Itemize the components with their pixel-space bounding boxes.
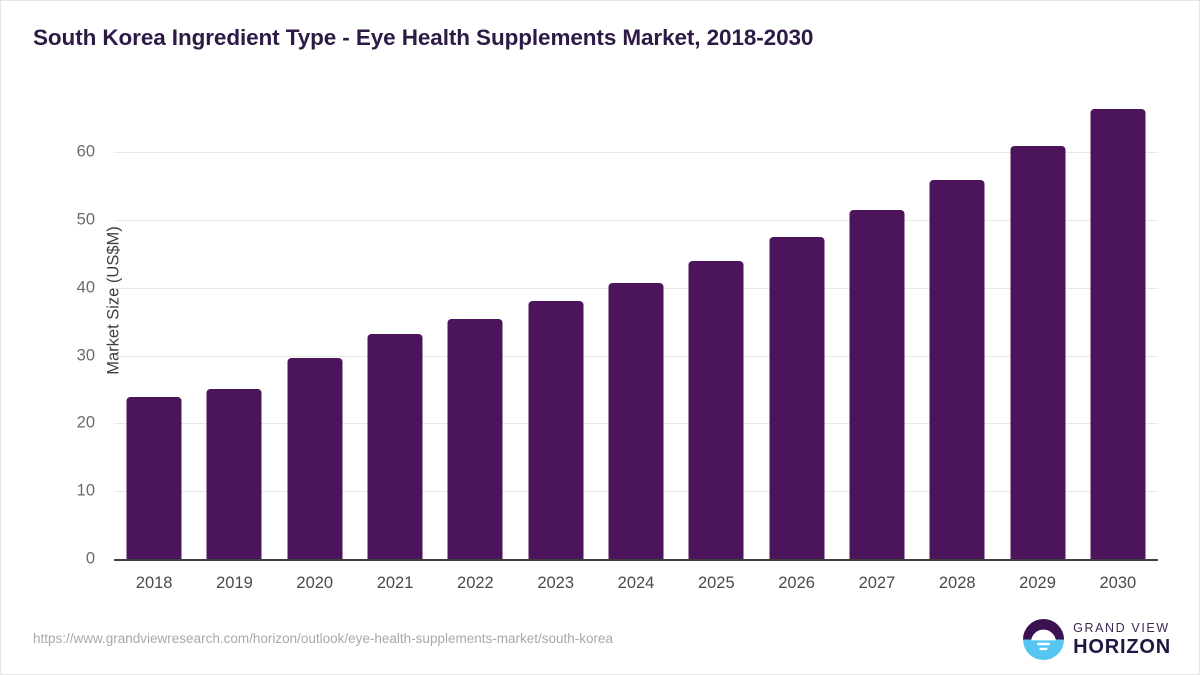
page-title: South Korea Ingredient Type - Eye Health… [33, 25, 814, 50]
bar-slot [435, 91, 515, 559]
bar-slot [837, 91, 917, 559]
plot-area [114, 91, 1158, 559]
x-axis-tick-label: 2022 [457, 574, 494, 592]
bar-2026[interactable] [769, 236, 825, 559]
bar-2019[interactable] [206, 388, 262, 559]
bar-2020[interactable] [287, 358, 343, 559]
x-axis-tick-label: 2020 [296, 574, 334, 592]
x-axis-tick-label: 2029 [1019, 574, 1056, 592]
bar-slot [917, 91, 997, 559]
bar-slot [516, 91, 596, 559]
bar-2022[interactable] [447, 318, 503, 559]
y-axis-tick-label: 20 [76, 413, 95, 432]
bar-slot [355, 91, 435, 559]
x-axis-tick-label: 2026 [778, 574, 815, 592]
x-axis-tick-label: 2018 [135, 574, 173, 592]
gridline [114, 152, 1158, 154]
bar-slot [596, 91, 676, 559]
bar-2021[interactable] [367, 333, 423, 559]
bar-slot [1078, 91, 1158, 559]
bar-slot [275, 91, 355, 559]
y-axis-tick-label: 10 [76, 481, 95, 500]
bar-slot [114, 91, 194, 559]
y-axis-tick-label: 40 [76, 278, 95, 297]
x-axis-line [114, 559, 1158, 561]
source-url[interactable]: https://www.grandviewresearch.com/horizo… [33, 631, 614, 646]
y-axis-tick-label: 30 [76, 346, 95, 365]
x-axis-tick-label: 2025 [697, 574, 735, 592]
logo-text-bottom: HORIZON [1073, 636, 1171, 659]
eye-logo-icon [1023, 619, 1065, 660]
bar-2018[interactable] [126, 396, 182, 559]
x-axis-tick-label: 2021 [376, 574, 414, 592]
x-axis-tick-label: 2019 [216, 574, 253, 592]
x-axis-tick-label: 2023 [537, 574, 575, 592]
bar-2024[interactable] [608, 282, 664, 559]
bar-2025[interactable] [688, 261, 744, 559]
bar-2028[interactable] [929, 179, 985, 559]
bar-slot [756, 91, 836, 559]
y-axis-tick-label: 50 [76, 210, 95, 229]
bar-slot [676, 91, 756, 559]
bar-2023[interactable] [528, 301, 584, 559]
y-axis-tick-label: 0 [85, 549, 95, 568]
y-axis-tick-label: 60 [76, 142, 95, 161]
x-axis-tick-label: 2028 [938, 574, 976, 592]
bar-slot [997, 91, 1077, 559]
x-axis-tick-label: 2027 [858, 574, 896, 592]
logo-text-top: GRAND VIEW [1073, 620, 1170, 635]
bar-2029[interactable] [1010, 145, 1066, 559]
bar-slot [194, 91, 274, 559]
x-axis-tick-label: 2024 [617, 574, 655, 592]
brand-logo[interactable]: GRAND VIEW HORIZON [1023, 619, 1171, 660]
bar-2030[interactable] [1090, 108, 1146, 559]
bar-2027[interactable] [849, 210, 905, 559]
x-axis-tick-label: 2030 [1099, 574, 1137, 592]
logo-text: GRAND VIEW HORIZON [1073, 622, 1171, 658]
y-axis-tick-labels: 0 10 20 30 40 50 60 [49, 1, 95, 674]
gridline [114, 219, 1158, 221]
